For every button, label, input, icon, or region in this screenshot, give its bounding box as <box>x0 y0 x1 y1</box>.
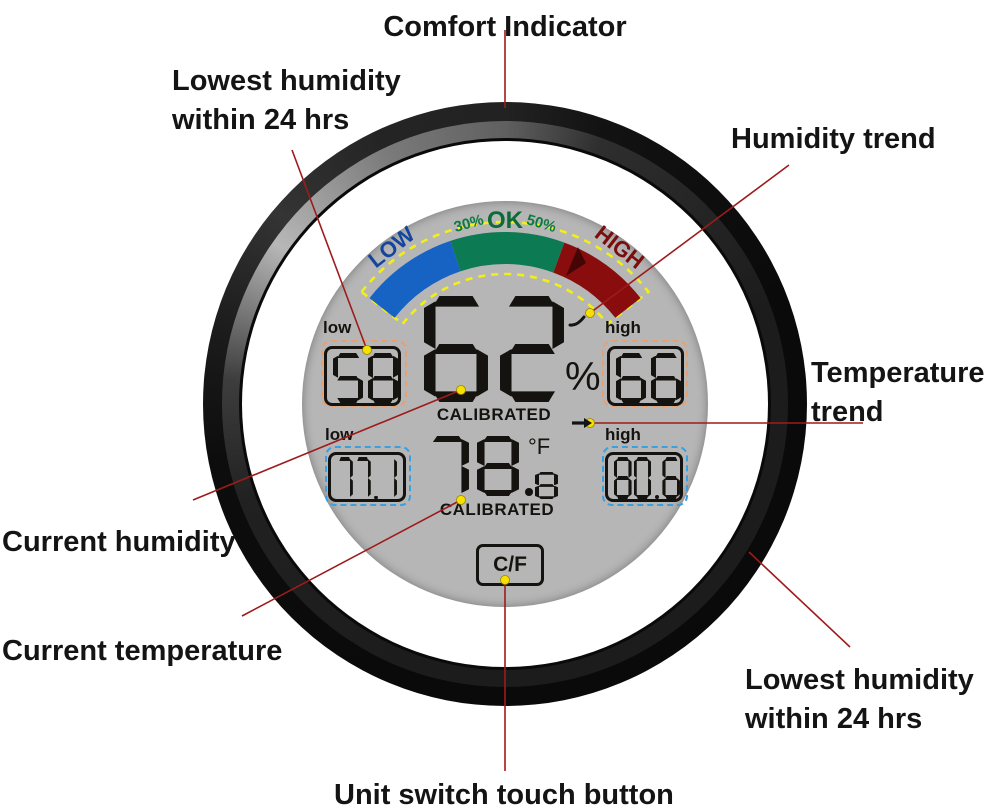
svg-text:30%: 30% <box>452 211 486 236</box>
svg-text:OK: OK <box>487 207 524 234</box>
svg-text:50%: 50% <box>524 211 558 236</box>
